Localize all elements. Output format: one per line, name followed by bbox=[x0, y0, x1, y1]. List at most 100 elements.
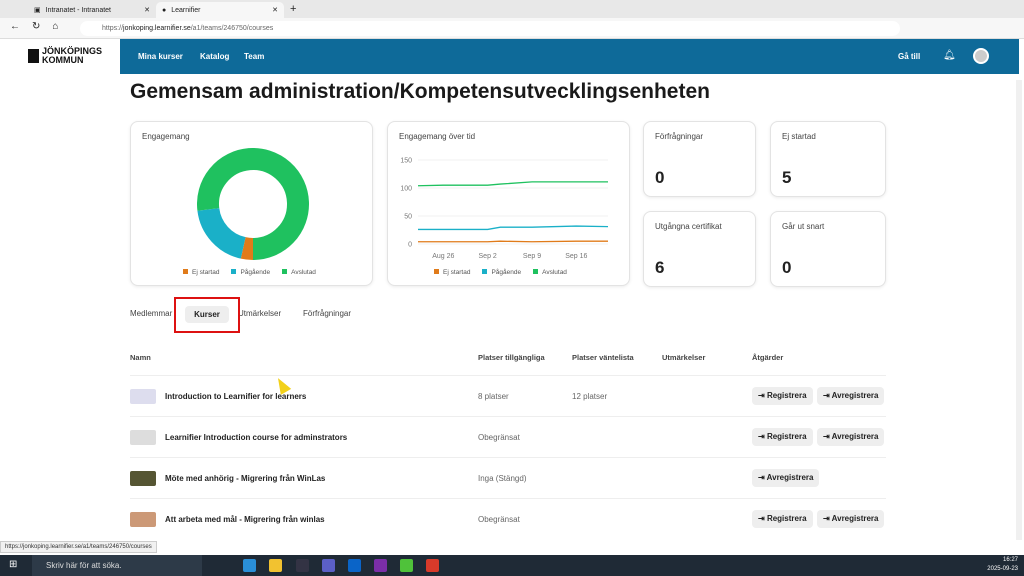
legend: Ej startad Pågående Avslutad bbox=[434, 269, 567, 276]
available: 8 platser bbox=[478, 392, 509, 401]
edge-icon[interactable] bbox=[243, 559, 256, 572]
unregister-button[interactable]: ⇥ Avregistrera bbox=[817, 510, 885, 528]
col-waitlist: Platser väntelista bbox=[572, 353, 634, 362]
table-row[interactable]: Introduction to Learnifier for learners … bbox=[130, 375, 886, 416]
col-available: Platser tillgängliga bbox=[478, 353, 545, 362]
not-started-card: Ej startad 5 bbox=[770, 121, 886, 197]
nav-team[interactable]: Team bbox=[244, 52, 265, 61]
y-tick-label: 150 bbox=[400, 158, 412, 165]
course-thumbnail bbox=[130, 430, 156, 445]
tab-forfragningar[interactable]: Förfrågningar bbox=[303, 309, 352, 318]
course-name[interactable]: Learnifier Introduction course for admin… bbox=[165, 433, 348, 442]
sign-out-icon: ⇥ bbox=[823, 514, 830, 523]
course-name[interactable]: Introduction to Learnifier for learners bbox=[165, 392, 307, 401]
legend-avslutad: Avslutad bbox=[533, 269, 567, 276]
course-name[interactable]: Möte med anhörig - Migrering från WinLas bbox=[165, 474, 326, 483]
learnifier-icon: ● bbox=[162, 6, 167, 14]
tab-learnifier[interactable]: ● Learnifier ✕ bbox=[156, 2, 284, 18]
register-button[interactable]: ⇥ Registrera bbox=[752, 510, 813, 528]
series-line-Avslutad bbox=[417, 181, 608, 187]
available: Obegränsat bbox=[478, 515, 520, 524]
course-thumbnail bbox=[130, 389, 156, 404]
legend-pagaende: Pågående bbox=[231, 269, 270, 276]
logo[interactable]: JÖNKÖPINGS KOMMUN bbox=[14, 39, 120, 74]
series-line-Pågående bbox=[418, 225, 609, 231]
camtasia-icon[interactable] bbox=[400, 559, 413, 572]
unregister-button[interactable]: ⇥ Avregistrera bbox=[817, 428, 885, 446]
tab-utmarkelser[interactable]: Utmärkelser bbox=[238, 309, 282, 318]
avatar[interactable] bbox=[973, 48, 989, 64]
waitlist: 12 platser bbox=[572, 392, 608, 401]
shield-icon: ▣ bbox=[34, 7, 41, 14]
legend: Ej startad Pågående Avslutad bbox=[183, 269, 316, 276]
register-button[interactable]: ⇥ Registrera bbox=[752, 428, 813, 446]
col-name: Namn bbox=[130, 353, 151, 362]
sign-out-icon: ⇥ bbox=[758, 473, 765, 482]
col-actions: Åtgärder bbox=[752, 353, 784, 362]
app-icon-red[interactable] bbox=[426, 559, 439, 572]
new-tab-button[interactable]: + bbox=[290, 3, 297, 15]
x-tick-label: Sep 2 bbox=[479, 253, 497, 260]
highlight-box bbox=[174, 297, 240, 333]
sign-in-icon: ⇥ bbox=[758, 432, 765, 441]
tab-kurser[interactable]: Kurser bbox=[185, 306, 229, 323]
x-tick-label: Sep 9 bbox=[523, 253, 541, 260]
engagement-time-card: Engagemang över tid 0 50 100 150 Aug 26 Sep 2… bbox=[387, 121, 630, 286]
table-row[interactable]: Möte med anhörig - Migrering från WinLas… bbox=[130, 457, 886, 498]
nav-mina-kurser[interactable]: Mina kurser bbox=[138, 52, 183, 61]
clock[interactable]: 16:27 2025-09-23 bbox=[987, 557, 1018, 572]
tab-medlemmar[interactable]: Medlemmar bbox=[130, 309, 173, 318]
sign-out-icon: ⇥ bbox=[823, 432, 830, 441]
close-icon[interactable]: ✕ bbox=[144, 7, 150, 14]
x-tick-label: Sep 16 bbox=[565, 253, 587, 260]
course-name[interactable]: Att arbeta med mål - Migrering från winl… bbox=[165, 515, 325, 524]
taskbar bbox=[0, 555, 1024, 576]
windows-start-icon[interactable]: ⊞ bbox=[9, 559, 18, 570]
table-row[interactable]: Learnifier Introduction course for admin… bbox=[130, 416, 886, 457]
unregister-button[interactable]: ⇥ Avregistrera bbox=[817, 387, 885, 405]
sign-out-icon: ⇥ bbox=[823, 391, 830, 400]
course-thumbnail bbox=[130, 512, 156, 527]
legend-ej-startad: Ej startad bbox=[183, 269, 219, 276]
donut-slice-2 bbox=[197, 148, 309, 260]
url-field[interactable]: https://jonkoping.learnifier.se/a1/teams… bbox=[80, 21, 900, 36]
sign-in-icon: ⇥ bbox=[758, 514, 765, 523]
legend-avslutad: Avslutad bbox=[282, 269, 316, 276]
page-title: Gemensam administration/Kompetensutveckl… bbox=[130, 80, 710, 103]
course-thumbnail bbox=[130, 471, 156, 486]
donut-slice-1 bbox=[197, 207, 247, 259]
engagement-card: Engagemang Ej startad Pågående Avslutad bbox=[130, 121, 373, 286]
app-icon[interactable] bbox=[296, 559, 309, 572]
expired-certificates-card: Utgångna certifikat 6 bbox=[643, 211, 756, 287]
file-explorer-icon[interactable] bbox=[269, 559, 282, 572]
nav-buttons[interactable]: ←↻⌂ bbox=[10, 21, 71, 32]
tab-intranatet[interactable]: ▣ Intranatet - Intranatet ✕ bbox=[34, 6, 150, 15]
nav-katalog[interactable]: Katalog bbox=[200, 52, 230, 61]
close-icon[interactable]: ✕ bbox=[272, 7, 278, 14]
scrollbar[interactable] bbox=[1016, 80, 1022, 540]
available: Inga (Stängd) bbox=[478, 474, 527, 483]
series-line-Ej startad bbox=[418, 240, 608, 243]
table-row[interactable]: Att arbeta med mål - Migrering från winl… bbox=[130, 498, 886, 539]
requests-card: Förfrågningar 0 bbox=[643, 121, 756, 197]
goto-menu[interactable]: Gå till bbox=[898, 52, 921, 61]
y-tick-label: 0 bbox=[408, 242, 412, 249]
x-tick-label: Aug 26 bbox=[432, 253, 454, 260]
app-header bbox=[14, 39, 1019, 74]
taskbar-search[interactable]: Skriv här för att söka. bbox=[32, 555, 202, 576]
teams-icon[interactable] bbox=[322, 559, 335, 572]
onenote-icon[interactable] bbox=[374, 559, 387, 572]
col-awards: Utmärkelser bbox=[662, 353, 706, 362]
legend-pagaende: Pågående bbox=[482, 269, 521, 276]
bell-icon[interactable]: 🔔︎ bbox=[943, 50, 956, 61]
sign-in-icon: ⇥ bbox=[758, 391, 765, 400]
donut-slice-0 bbox=[240, 237, 254, 260]
available: Obegränsat bbox=[478, 433, 520, 442]
crest-icon bbox=[28, 49, 39, 63]
outlook-icon[interactable] bbox=[348, 559, 361, 572]
expiring-soon-card: Går ut snart 0 bbox=[770, 211, 886, 287]
y-tick-label: 50 bbox=[404, 214, 412, 221]
register-button[interactable]: ⇥ Registrera bbox=[752, 387, 813, 405]
line-chart: 0 50 100 150 Aug 26 Sep 2 Sep 9 Sep 16 bbox=[400, 158, 609, 260]
unregister-button[interactable]: ⇥ Avregistrera bbox=[752, 469, 820, 487]
